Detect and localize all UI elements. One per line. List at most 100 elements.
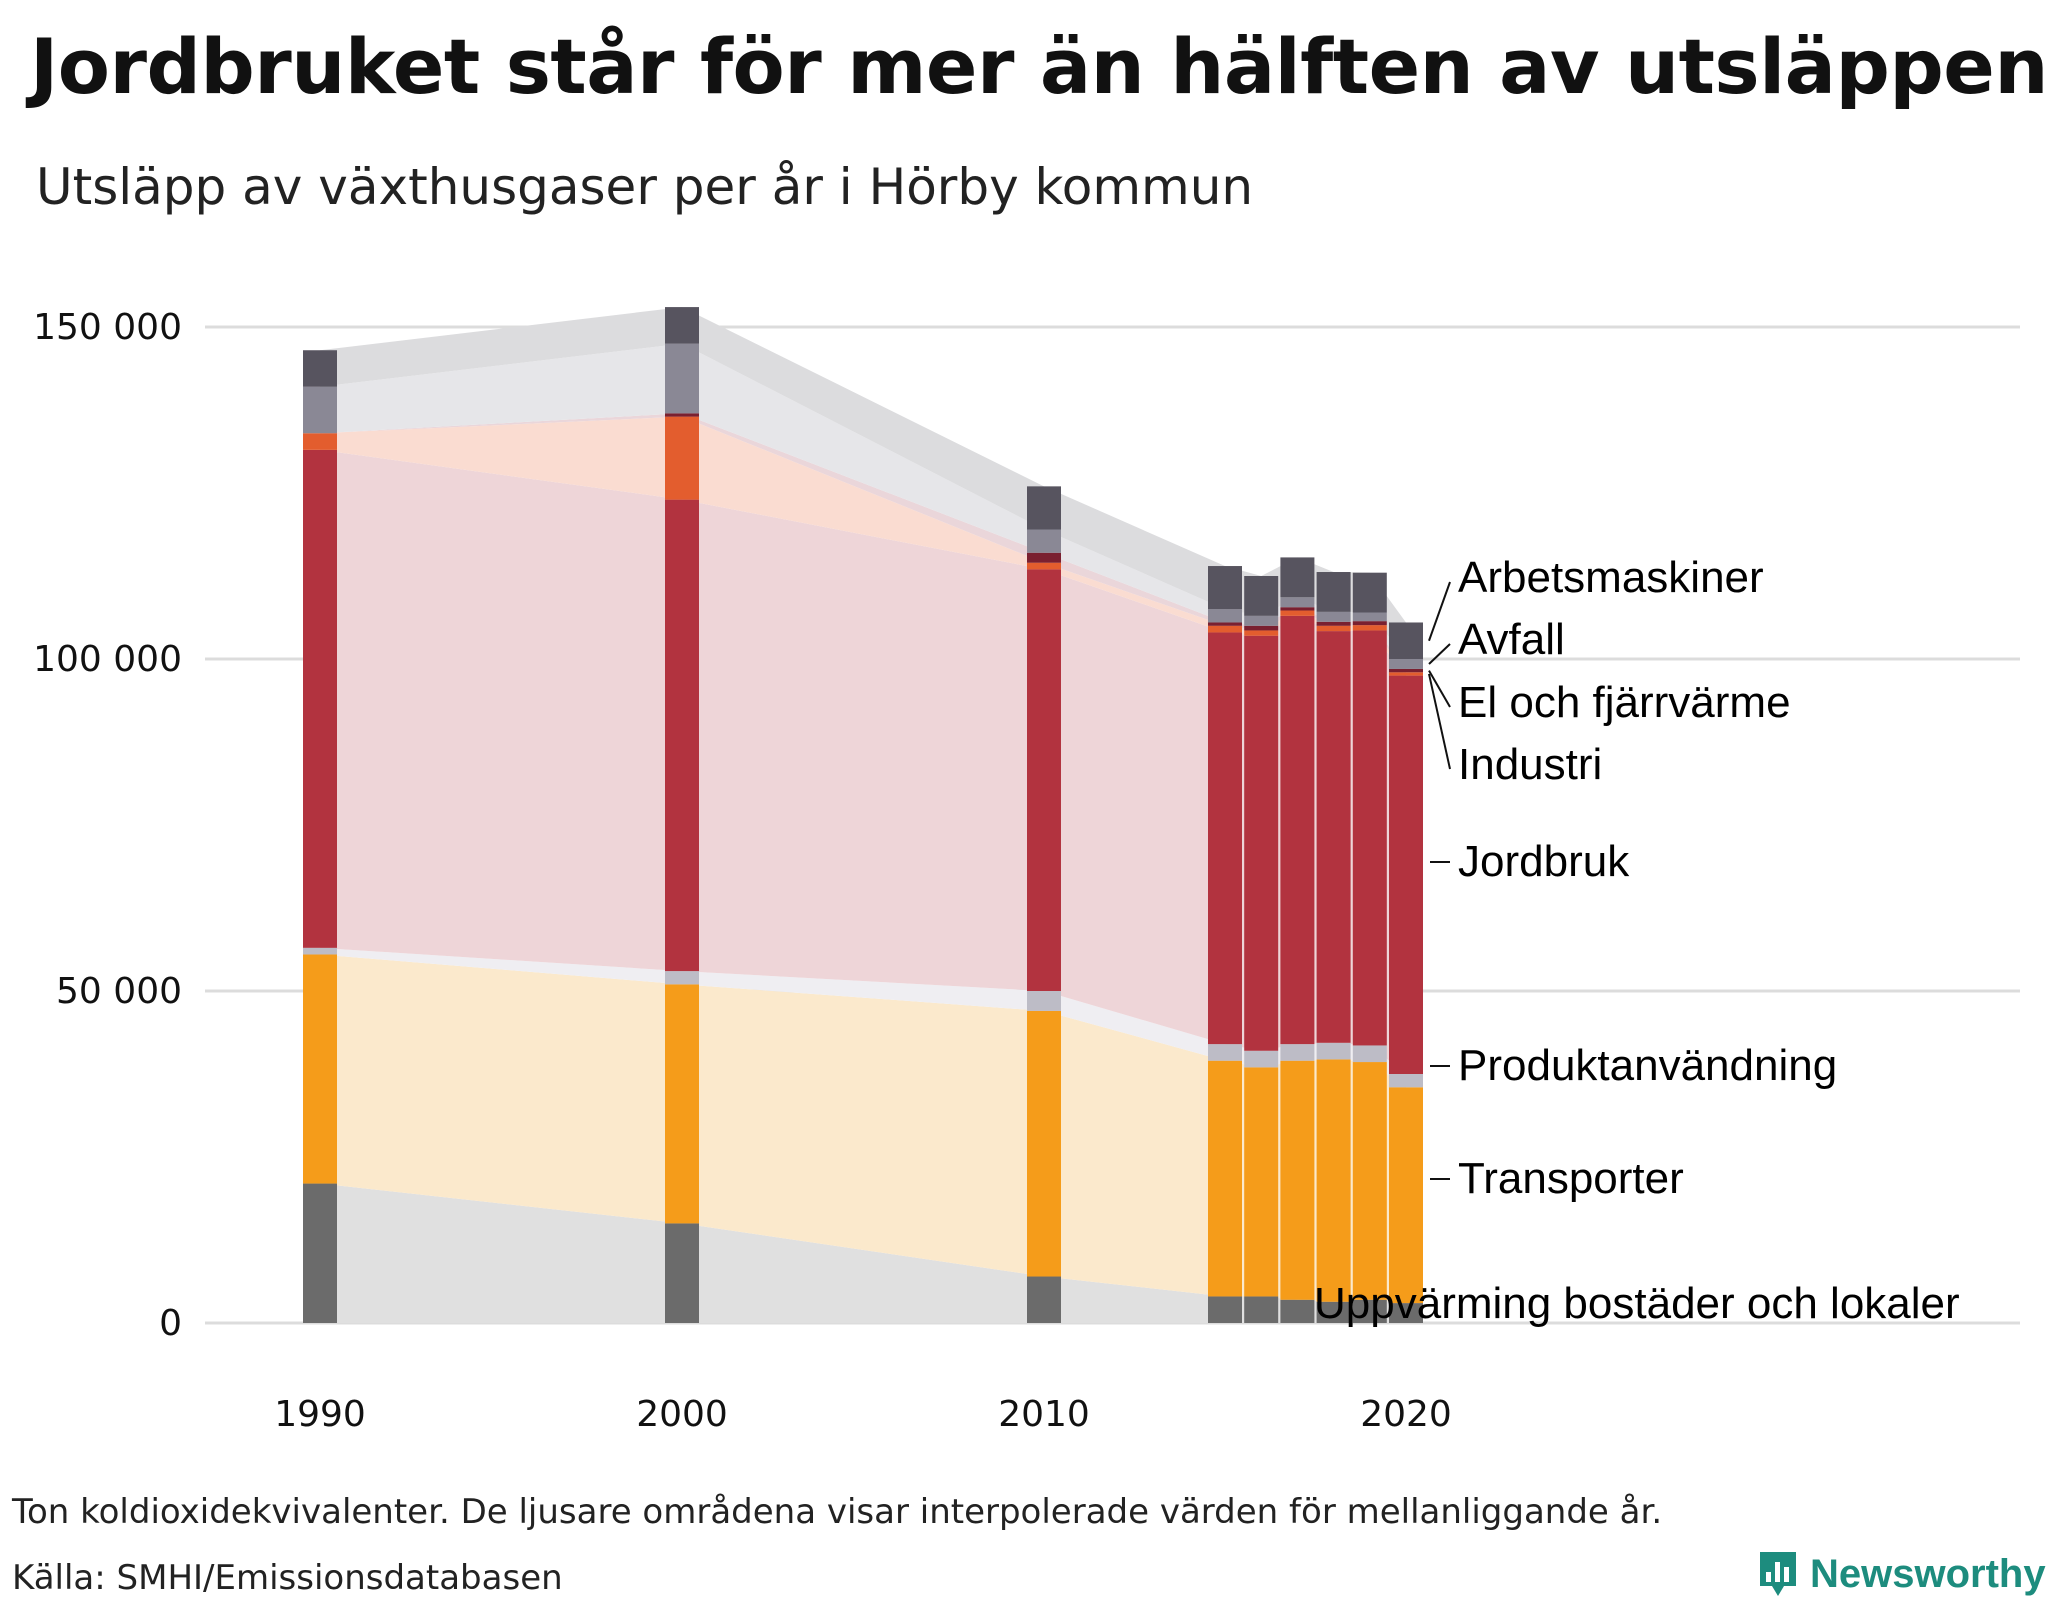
bar-segment bbox=[1352, 572, 1387, 613]
bar-segment bbox=[1280, 615, 1315, 1045]
bar-segment bbox=[1280, 597, 1315, 608]
y-tick-label: 0 bbox=[159, 1303, 182, 1344]
series-label: Produktanvändning bbox=[1458, 1041, 1837, 1090]
bar-segment bbox=[1389, 1087, 1423, 1304]
bar-segment bbox=[1352, 1299, 1387, 1323]
bar-segment bbox=[1027, 569, 1061, 991]
leader-line bbox=[1428, 643, 1451, 665]
bar-segment bbox=[1352, 612, 1387, 622]
bar-segment bbox=[665, 416, 699, 500]
y-tick-label: 100 000 bbox=[33, 639, 182, 680]
bar-segment bbox=[1244, 615, 1279, 626]
bar-segment bbox=[1027, 1276, 1061, 1323]
bar-segment bbox=[1208, 625, 1242, 633]
bar-segment bbox=[1389, 675, 1423, 1074]
series-area-0 bbox=[320, 1183, 1406, 1323]
bar-segment bbox=[1244, 630, 1279, 636]
bar-segment bbox=[1352, 1062, 1387, 1300]
series-label: Transporter bbox=[1458, 1154, 1684, 1203]
bar-segment bbox=[1280, 1044, 1315, 1061]
bar-segment bbox=[1280, 1060, 1315, 1300]
bar-segment bbox=[1389, 668, 1423, 673]
bar-segment bbox=[1280, 1299, 1315, 1323]
brand-name: Newsworthy bbox=[1810, 1551, 2046, 1596]
bar-segment bbox=[665, 413, 699, 417]
x-tick-label: 1990 bbox=[274, 1394, 366, 1435]
bar-segment bbox=[1027, 991, 1061, 1011]
bar-segment bbox=[1352, 625, 1387, 631]
bar-segment bbox=[1027, 552, 1061, 563]
series-area-1 bbox=[320, 954, 1406, 1304]
bar-segment bbox=[1389, 622, 1423, 659]
source-line: Källa: SMHI/Emissionsdatabasen bbox=[12, 1558, 563, 1598]
bar-segment bbox=[1027, 1010, 1061, 1277]
series-label: Jordbruk bbox=[1458, 837, 1630, 886]
bar-segment bbox=[303, 449, 337, 948]
bar-segment bbox=[1244, 576, 1279, 616]
bar-segment bbox=[1316, 621, 1351, 626]
bar-segment bbox=[665, 984, 699, 1224]
bar-segment bbox=[1316, 1059, 1351, 1302]
series-label: Uppvärming bostäder och lokaler bbox=[1314, 1279, 1960, 1328]
stacked-bar-chart: 0 50 000 100 000 150 000 1990 2000 2010 2020 A… bbox=[33, 307, 2020, 1435]
series-label: Arbetsmaskiner bbox=[1458, 553, 1764, 602]
bar-segment bbox=[665, 343, 699, 414]
series-label: Avfall bbox=[1458, 615, 1565, 664]
y-tick-label: 50 000 bbox=[56, 971, 182, 1012]
chart-title: Jordbruket står för mer än hälften av ut… bbox=[30, 22, 2048, 111]
bar-segment bbox=[665, 1223, 699, 1323]
series-area-6 bbox=[320, 343, 1406, 669]
bar-segment bbox=[665, 971, 699, 985]
bar-segment bbox=[303, 954, 337, 1184]
footnote: Ton koldioxidekvivalenter. De ljusare om… bbox=[12, 1492, 1663, 1532]
series-area-4 bbox=[320, 416, 1406, 676]
bar-segment bbox=[1208, 609, 1242, 623]
bar-segment bbox=[1352, 1045, 1387, 1063]
bar-segment bbox=[1389, 1074, 1423, 1088]
bar-segment bbox=[665, 499, 699, 972]
leader-line bbox=[1428, 581, 1451, 642]
bar-segment bbox=[1389, 659, 1423, 669]
bar-segment bbox=[303, 1183, 337, 1323]
bar-segment bbox=[1208, 1044, 1242, 1061]
bar-segment bbox=[1389, 1303, 1423, 1323]
bar-segment bbox=[1208, 632, 1242, 1045]
x-tick-label: 2020 bbox=[1360, 1394, 1452, 1435]
bar-segment bbox=[1208, 622, 1242, 626]
bar-segment bbox=[303, 350, 337, 387]
bar-segment bbox=[1352, 630, 1387, 1046]
bar-segment bbox=[1244, 1067, 1279, 1297]
bar-segment bbox=[1316, 1042, 1351, 1060]
newsworthy-logo-icon bbox=[1760, 1552, 1796, 1596]
bar-segment bbox=[1280, 557, 1315, 598]
series-area-7 bbox=[320, 307, 1406, 659]
bar-segment bbox=[1027, 486, 1061, 530]
bar-segment bbox=[1316, 611, 1351, 622]
x-tick-label: 2010 bbox=[998, 1394, 1090, 1435]
bar-segment bbox=[1316, 625, 1351, 632]
bar-segment bbox=[1208, 1296, 1242, 1323]
bar-segment bbox=[1316, 1301, 1351, 1323]
bar-segment bbox=[303, 386, 337, 434]
leader-line bbox=[1428, 670, 1451, 708]
bar-segment bbox=[1244, 1050, 1279, 1068]
bar-segment bbox=[665, 307, 699, 344]
bar-segment bbox=[1389, 672, 1423, 676]
bar-segment bbox=[1027, 562, 1061, 570]
series-area-3 bbox=[320, 449, 1406, 1075]
series-label: Industri bbox=[1458, 740, 1602, 789]
bar-segment bbox=[1208, 566, 1242, 610]
y-tick-label: 150 000 bbox=[33, 307, 182, 348]
bar-segment bbox=[1280, 607, 1315, 611]
bar-segment bbox=[303, 947, 337, 955]
bar-segment bbox=[1316, 631, 1351, 1043]
bar-segment bbox=[1244, 625, 1279, 631]
chart-subtitle: Utsläpp av växthusgaser per år i Hörby k… bbox=[36, 158, 1254, 216]
series-label: El och fjärrvärme bbox=[1458, 678, 1791, 727]
bar-segment bbox=[1244, 635, 1279, 1051]
brand-logo: Newsworthy bbox=[1756, 1548, 2046, 1600]
bar-segment bbox=[303, 433, 337, 450]
bar-segment bbox=[1244, 1296, 1279, 1323]
bar-segment bbox=[1352, 621, 1387, 626]
bar-segment bbox=[1027, 529, 1061, 553]
